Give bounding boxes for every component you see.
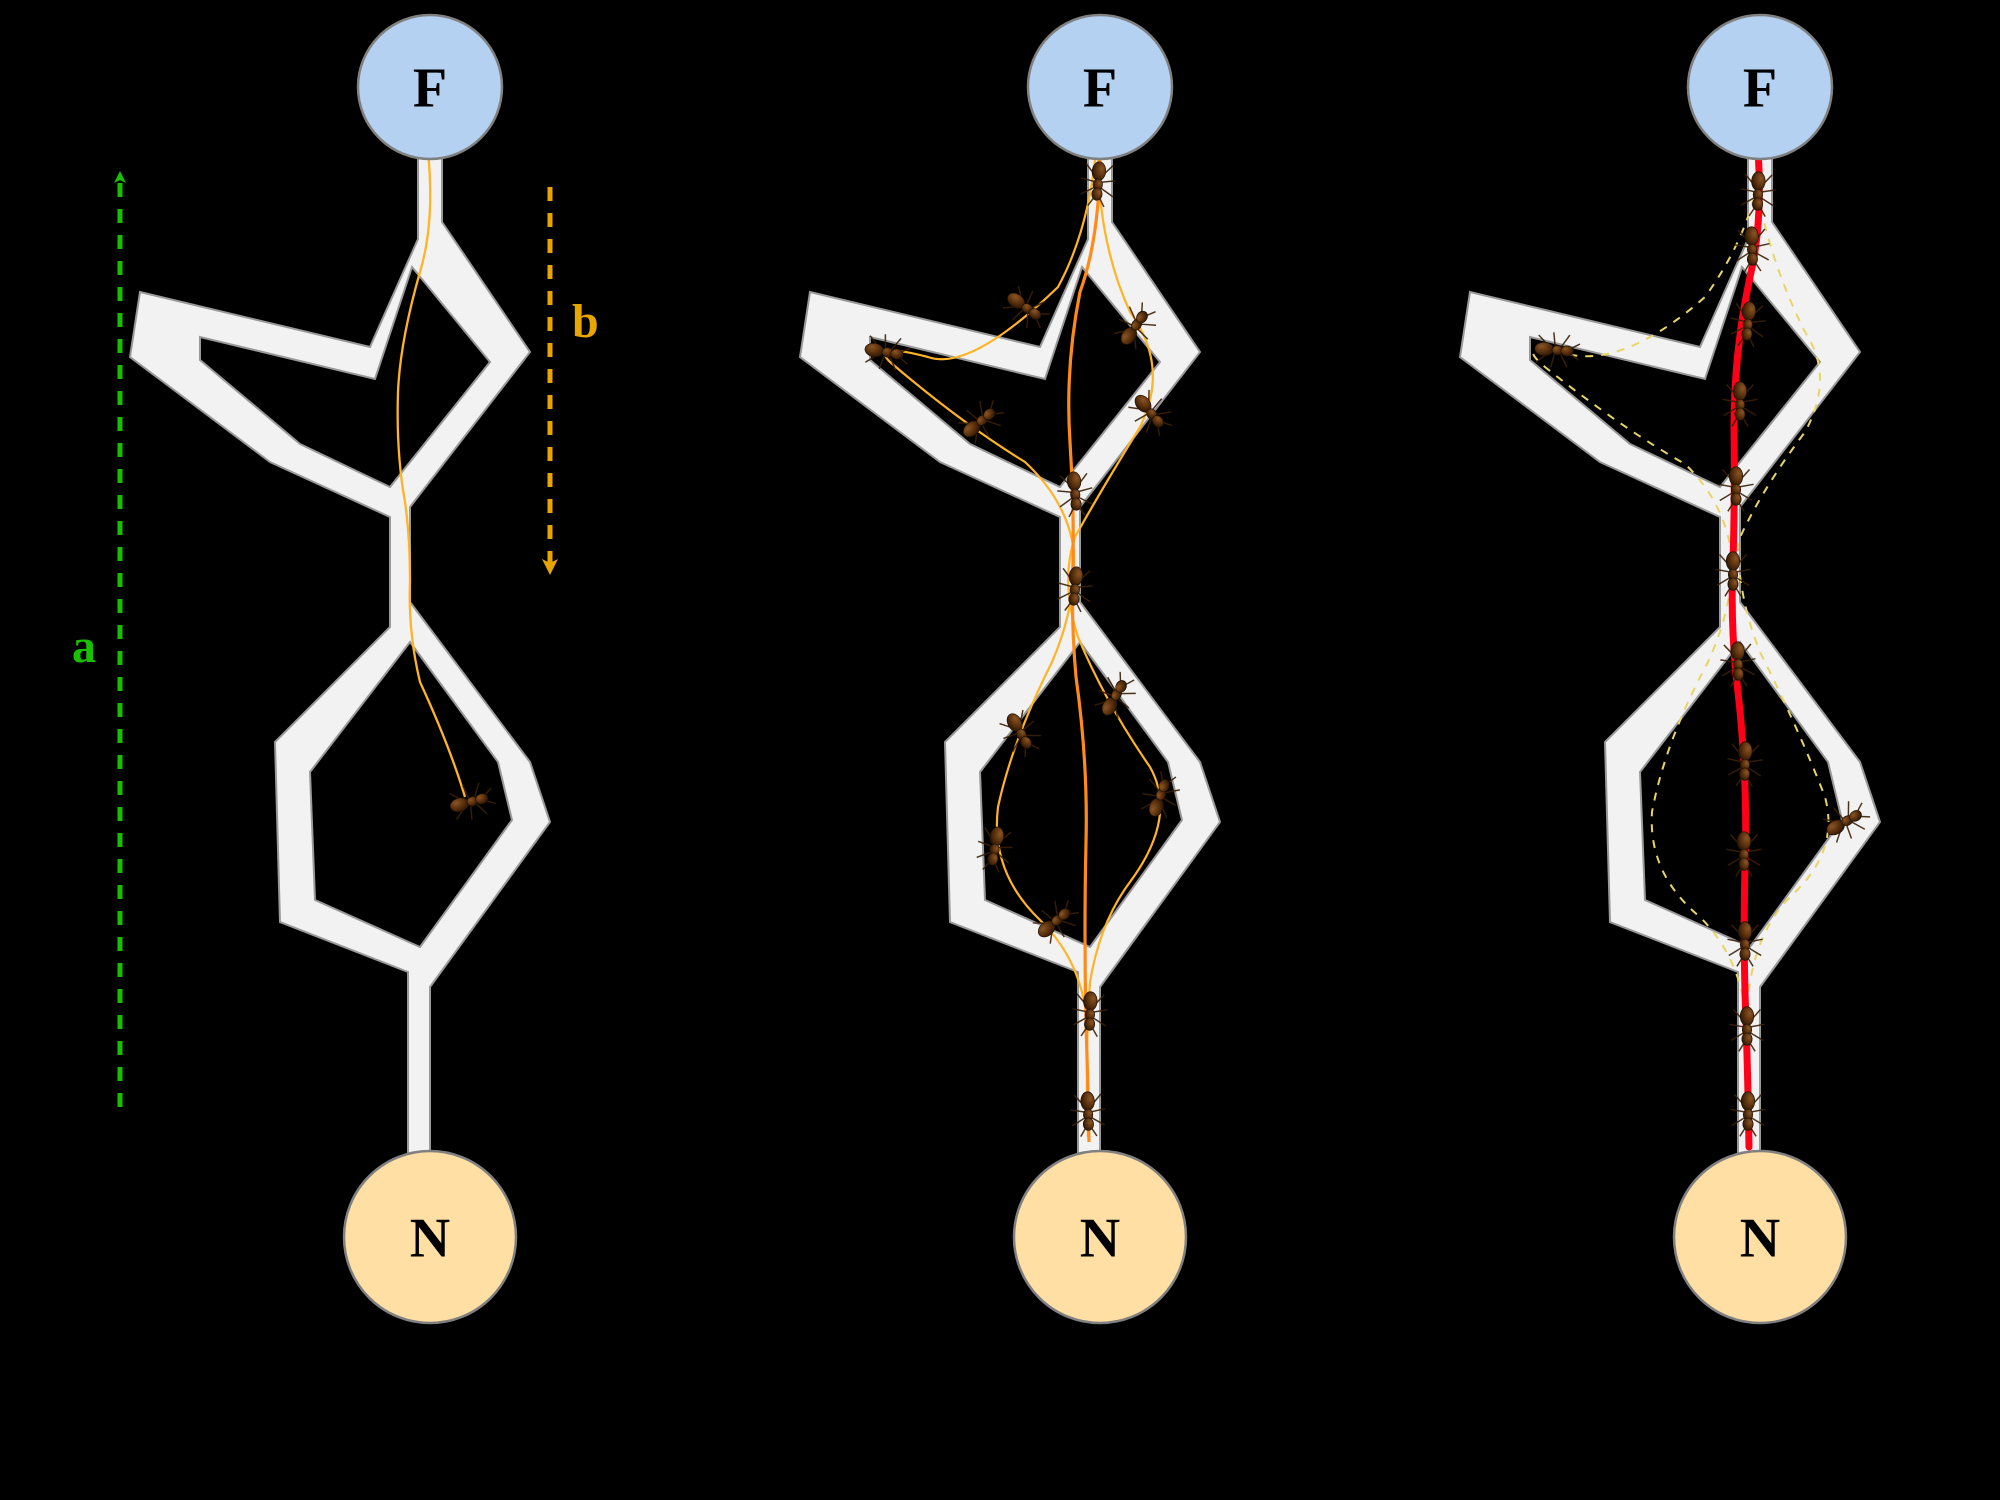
ant-icon — [1728, 300, 1767, 347]
panel-1: a b F N — [72, 15, 599, 1323]
ant-icon — [446, 779, 498, 824]
nest-label: N — [1080, 1208, 1120, 1270]
arrow-b-label: b — [572, 295, 599, 348]
food-label: F — [1743, 58, 1777, 120]
ant-icon — [1726, 832, 1761, 877]
maze-shape — [1460, 122, 1880, 1162]
maze-shape — [800, 122, 1220, 1162]
food-label: F — [413, 58, 447, 120]
arrow-a-label: a — [72, 620, 96, 673]
nest-label: N — [1740, 1208, 1780, 1270]
ant-icon — [1727, 741, 1764, 787]
nest-label: N — [410, 1208, 450, 1270]
maze-shape — [130, 122, 550, 1162]
ant-icon — [998, 281, 1055, 335]
aco-diagram: abFNFNFN — [0, 0, 2000, 1500]
panel-2: FN — [800, 15, 1220, 1323]
food-label: F — [1083, 58, 1117, 120]
panel-3: FN — [1460, 15, 1880, 1323]
ant-icon — [1722, 382, 1757, 427]
